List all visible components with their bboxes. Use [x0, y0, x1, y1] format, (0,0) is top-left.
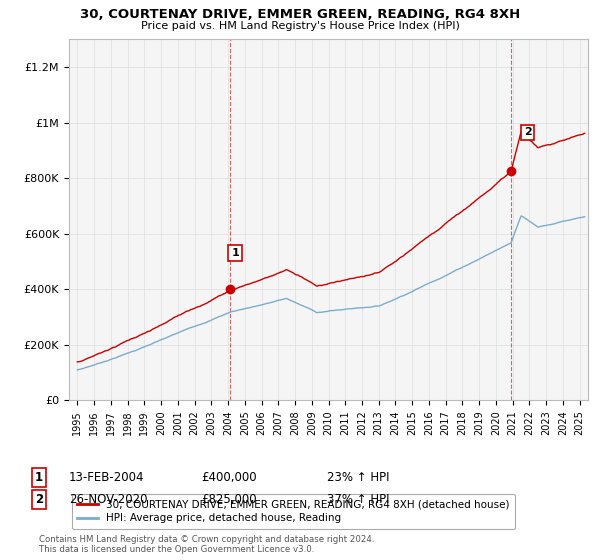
Text: 2: 2 — [35, 493, 43, 506]
Text: 23% ↑ HPI: 23% ↑ HPI — [327, 470, 389, 484]
Text: 30, COURTENAY DRIVE, EMMER GREEN, READING, RG4 8XH: 30, COURTENAY DRIVE, EMMER GREEN, READIN… — [80, 8, 520, 21]
Text: 1: 1 — [35, 470, 43, 484]
Text: £825,000: £825,000 — [201, 493, 257, 506]
Text: 2: 2 — [524, 127, 532, 137]
Text: 1: 1 — [231, 248, 239, 258]
Text: 26-NOV-2020: 26-NOV-2020 — [69, 493, 148, 506]
Text: 37% ↑ HPI: 37% ↑ HPI — [327, 493, 389, 506]
Text: Price paid vs. HM Land Registry's House Price Index (HPI): Price paid vs. HM Land Registry's House … — [140, 21, 460, 31]
Text: £400,000: £400,000 — [201, 470, 257, 484]
Text: Contains HM Land Registry data © Crown copyright and database right 2024.
This d: Contains HM Land Registry data © Crown c… — [39, 535, 374, 554]
Legend: 30, COURTENAY DRIVE, EMMER GREEN, READING, RG4 8XH (detached house), HPI: Averag: 30, COURTENAY DRIVE, EMMER GREEN, READIN… — [71, 494, 515, 529]
Text: 13-FEB-2004: 13-FEB-2004 — [69, 470, 145, 484]
